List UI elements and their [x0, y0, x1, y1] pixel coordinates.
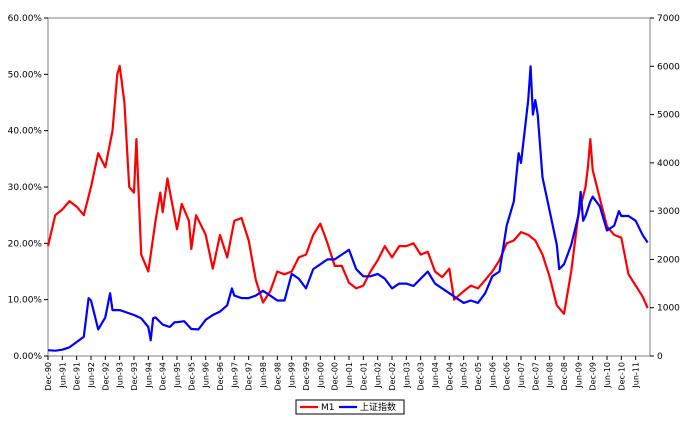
y-left-tick-label: 40.00%: [8, 127, 43, 137]
x-tick-label: Jun-92: [87, 362, 96, 389]
series-layer: [46, 64, 649, 352]
legend-label-index: 上证指数: [360, 401, 396, 413]
x-tick-label: Jun-11: [632, 362, 641, 389]
x-tick-label: Jun-95: [173, 362, 182, 389]
x-tick-label: Dec-00: [331, 362, 340, 391]
x-tick-label: Jun-04: [431, 362, 440, 389]
x-tick-label: Jun-96: [202, 362, 211, 389]
y-axis-left: 0.00% 10.00% 20.00% 30.00% 40.00% 50.00% 60.00…: [8, 14, 48, 362]
y-left-tick-label: 60.00%: [8, 14, 43, 24]
x-tick-label: Jun-91: [58, 362, 67, 389]
x-tick-label: Jun-08: [546, 362, 555, 389]
x-tick-label: Dec-93: [130, 362, 139, 391]
x-tick-label: Jun-05: [460, 362, 469, 389]
y-right-tick-label: 4000: [657, 159, 680, 169]
x-tick-label: Dec-06: [503, 362, 512, 391]
x-tick-label: Dec-09: [589, 362, 598, 391]
y-left-tick-label: 0.00%: [13, 352, 42, 362]
y-left-tick-label: 50.00%: [8, 70, 43, 80]
series-line-index: [47, 65, 649, 352]
series-line-m1: [46, 64, 649, 315]
x-tick-label: Jun-02: [374, 362, 383, 389]
x-tick-label: Jun-98: [259, 362, 268, 389]
x-tick-label: Dec-97: [245, 362, 254, 391]
y-right-tick-label: 0: [657, 352, 663, 362]
x-tick-label: Dec-98: [273, 362, 282, 391]
x-tick-label: Jun-01: [345, 362, 354, 389]
x-tick-label: Dec-07: [531, 362, 540, 391]
x-tick-label: Jun-09: [574, 362, 583, 389]
x-tick-label: Jun-03: [402, 362, 411, 389]
y-right-tick-label: 7000: [657, 14, 680, 24]
x-tick-label: Jun-06: [488, 362, 497, 389]
y-right-tick-label: 3000: [657, 207, 680, 217]
x-tick-label: Dec-91: [73, 362, 82, 391]
x-tick-label: Dec-95: [187, 362, 196, 391]
y-axis-right: 0 1000 2000 3000 4000 5000 6000 7000: [650, 14, 680, 362]
x-tick-label: Jun-93: [116, 362, 125, 389]
y-left-tick-label: 30.00%: [8, 183, 43, 193]
x-tick-label: Dec-99: [302, 362, 311, 391]
legend: M1 上证指数: [295, 399, 405, 415]
x-tick-label: Dec-92: [101, 362, 110, 391]
x-tick-label: Jun-94: [144, 362, 153, 389]
x-tick-label: Dec-05: [474, 362, 483, 391]
y-right-tick-label: 1000: [657, 304, 680, 314]
x-tick-label: Dec-90: [44, 362, 53, 391]
y-right-tick-label: 6000: [657, 62, 680, 72]
y-left-tick-label: 10.00%: [8, 296, 43, 306]
x-tick-label: Dec-96: [216, 362, 225, 391]
x-tick-label: Dec-02: [388, 362, 397, 391]
x-tick-label: Dec-10: [617, 362, 626, 391]
x-tick-label: Dec-94: [159, 362, 168, 391]
legend-label-m1: M1: [321, 403, 335, 413]
x-tick-label: Jun-10: [603, 362, 612, 389]
x-tick-label: Dec-03: [417, 362, 426, 391]
y-right-tick-label: 2000: [657, 255, 680, 265]
x-tick-label: Jun-99: [288, 362, 297, 389]
x-tick-label: Jun-00: [316, 362, 325, 389]
y-right-tick-label: 5000: [657, 111, 680, 121]
x-tick-label: Dec-08: [560, 362, 569, 391]
x-tick-label: Dec-04: [445, 362, 454, 391]
x-tick-label: Dec-01: [359, 362, 368, 391]
x-axis: Dec-90 Jun-91 Dec-91 Jun-92 Dec-92 Jun-93 Dec-…: [44, 356, 641, 391]
x-tick-label: Jun-07: [517, 362, 526, 389]
y-left-tick-label: 20.00%: [8, 239, 43, 249]
x-tick-label: Jun-97: [230, 362, 239, 389]
